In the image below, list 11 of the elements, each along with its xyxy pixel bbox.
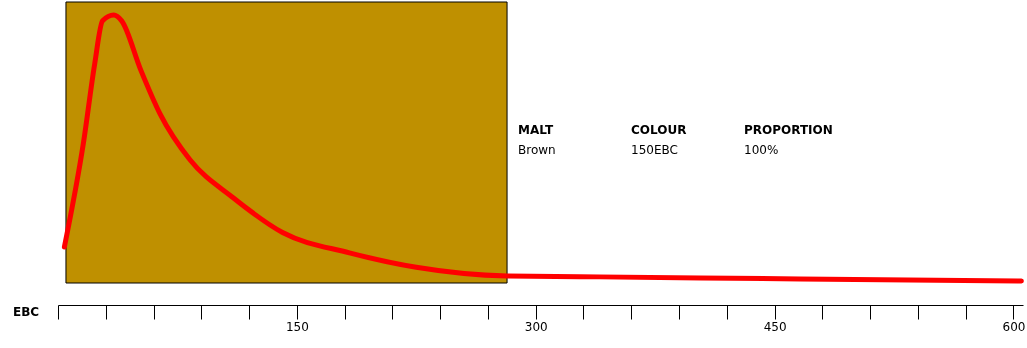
x-tick-label: 150 [285, 319, 309, 334]
x-tick-label: 450 [763, 319, 787, 334]
x-axis-title: EBC [13, 305, 40, 319]
annotation: MALT [518, 123, 554, 137]
annotation: 150EBC [631, 143, 678, 157]
annotation: 100% [744, 143, 779, 157]
annotation: COLOUR [631, 123, 687, 137]
x-tick-label: 600 [1002, 319, 1026, 334]
annotation: Brown [518, 143, 556, 157]
annotation: PROPORTION [744, 123, 833, 137]
x-tick-label: 300 [524, 319, 548, 334]
